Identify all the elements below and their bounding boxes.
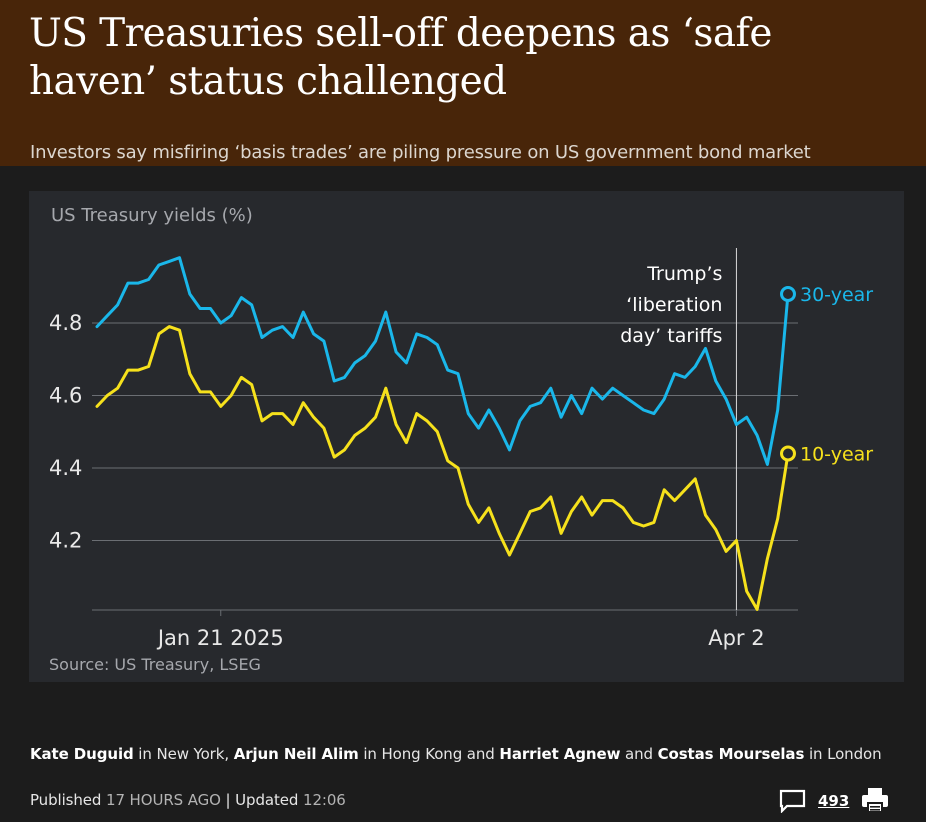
publish-meta: Published 17 HOURS AGO | Updated 12:06 xyxy=(30,791,346,809)
printer-icon xyxy=(862,788,888,813)
y-tick-label: 4.6 xyxy=(49,384,82,408)
author-link[interactable]: Arjun Neil Alim xyxy=(233,745,359,763)
updated-label: Updated xyxy=(235,791,299,809)
author-link[interactable]: Kate Duguid xyxy=(30,745,134,763)
y-tick-label: 4.8 xyxy=(49,311,82,335)
annotation-label: ‘liberation xyxy=(626,294,722,316)
chart-card: US Treasury yields (%) 4.2 4.4 4.6 4.8 Jan 21… xyxy=(29,191,904,682)
x-tick-label: Jan 21 2025 xyxy=(156,626,284,650)
updated-time: 12:06 xyxy=(303,791,346,809)
speech-bubble-icon xyxy=(779,789,806,813)
y-tick-label: 4.2 xyxy=(49,529,82,553)
series-end-marker xyxy=(780,286,796,302)
published-label: Published xyxy=(30,791,102,809)
chart-source: Source: US Treasury, LSEG xyxy=(49,655,261,674)
headline: US Treasuries sell-off deepens as ‘safe … xyxy=(29,11,772,104)
meta-separator: | xyxy=(220,791,236,809)
article-header: US Treasuries sell-off deepens as ‘safe … xyxy=(0,0,926,166)
series-label: 10-year xyxy=(800,444,873,466)
chart-title: US Treasury yields (%) xyxy=(51,205,253,226)
series-label: 30-year xyxy=(800,284,873,306)
author-link[interactable]: Costas Mourselas xyxy=(657,745,805,763)
annotation-label: day’ tariffs xyxy=(620,325,722,347)
comments-button[interactable]: 493 xyxy=(779,789,849,813)
annotation-label: Trump’s xyxy=(646,263,722,285)
byline-text: in Hong Kong and xyxy=(358,745,500,763)
published-time: 17 HOURS AGO xyxy=(106,791,221,809)
x-tick-label: Apr 2 xyxy=(708,626,764,650)
byline-text: in New York, xyxy=(133,745,234,763)
series-line-10-year xyxy=(95,325,790,611)
treasury-yields-chart: US Treasury yields (%) 4.2 4.4 4.6 4.8 Jan 21… xyxy=(49,205,873,674)
y-tick-label: 4.4 xyxy=(49,456,82,480)
series-end-marker xyxy=(780,445,796,462)
byline: Kate Duguid in New York, Arjun Neil Alim… xyxy=(30,745,882,763)
series-line-30-year xyxy=(95,256,790,466)
byline-text: in London xyxy=(804,745,882,763)
author-link[interactable]: Harriet Agnew xyxy=(499,745,621,763)
standfirst: Investors say misfiring ‘basis trades’ a… xyxy=(30,142,811,163)
byline-text: and xyxy=(620,745,658,763)
print-button[interactable] xyxy=(860,786,890,814)
comment-count[interactable]: 493 xyxy=(818,792,850,810)
